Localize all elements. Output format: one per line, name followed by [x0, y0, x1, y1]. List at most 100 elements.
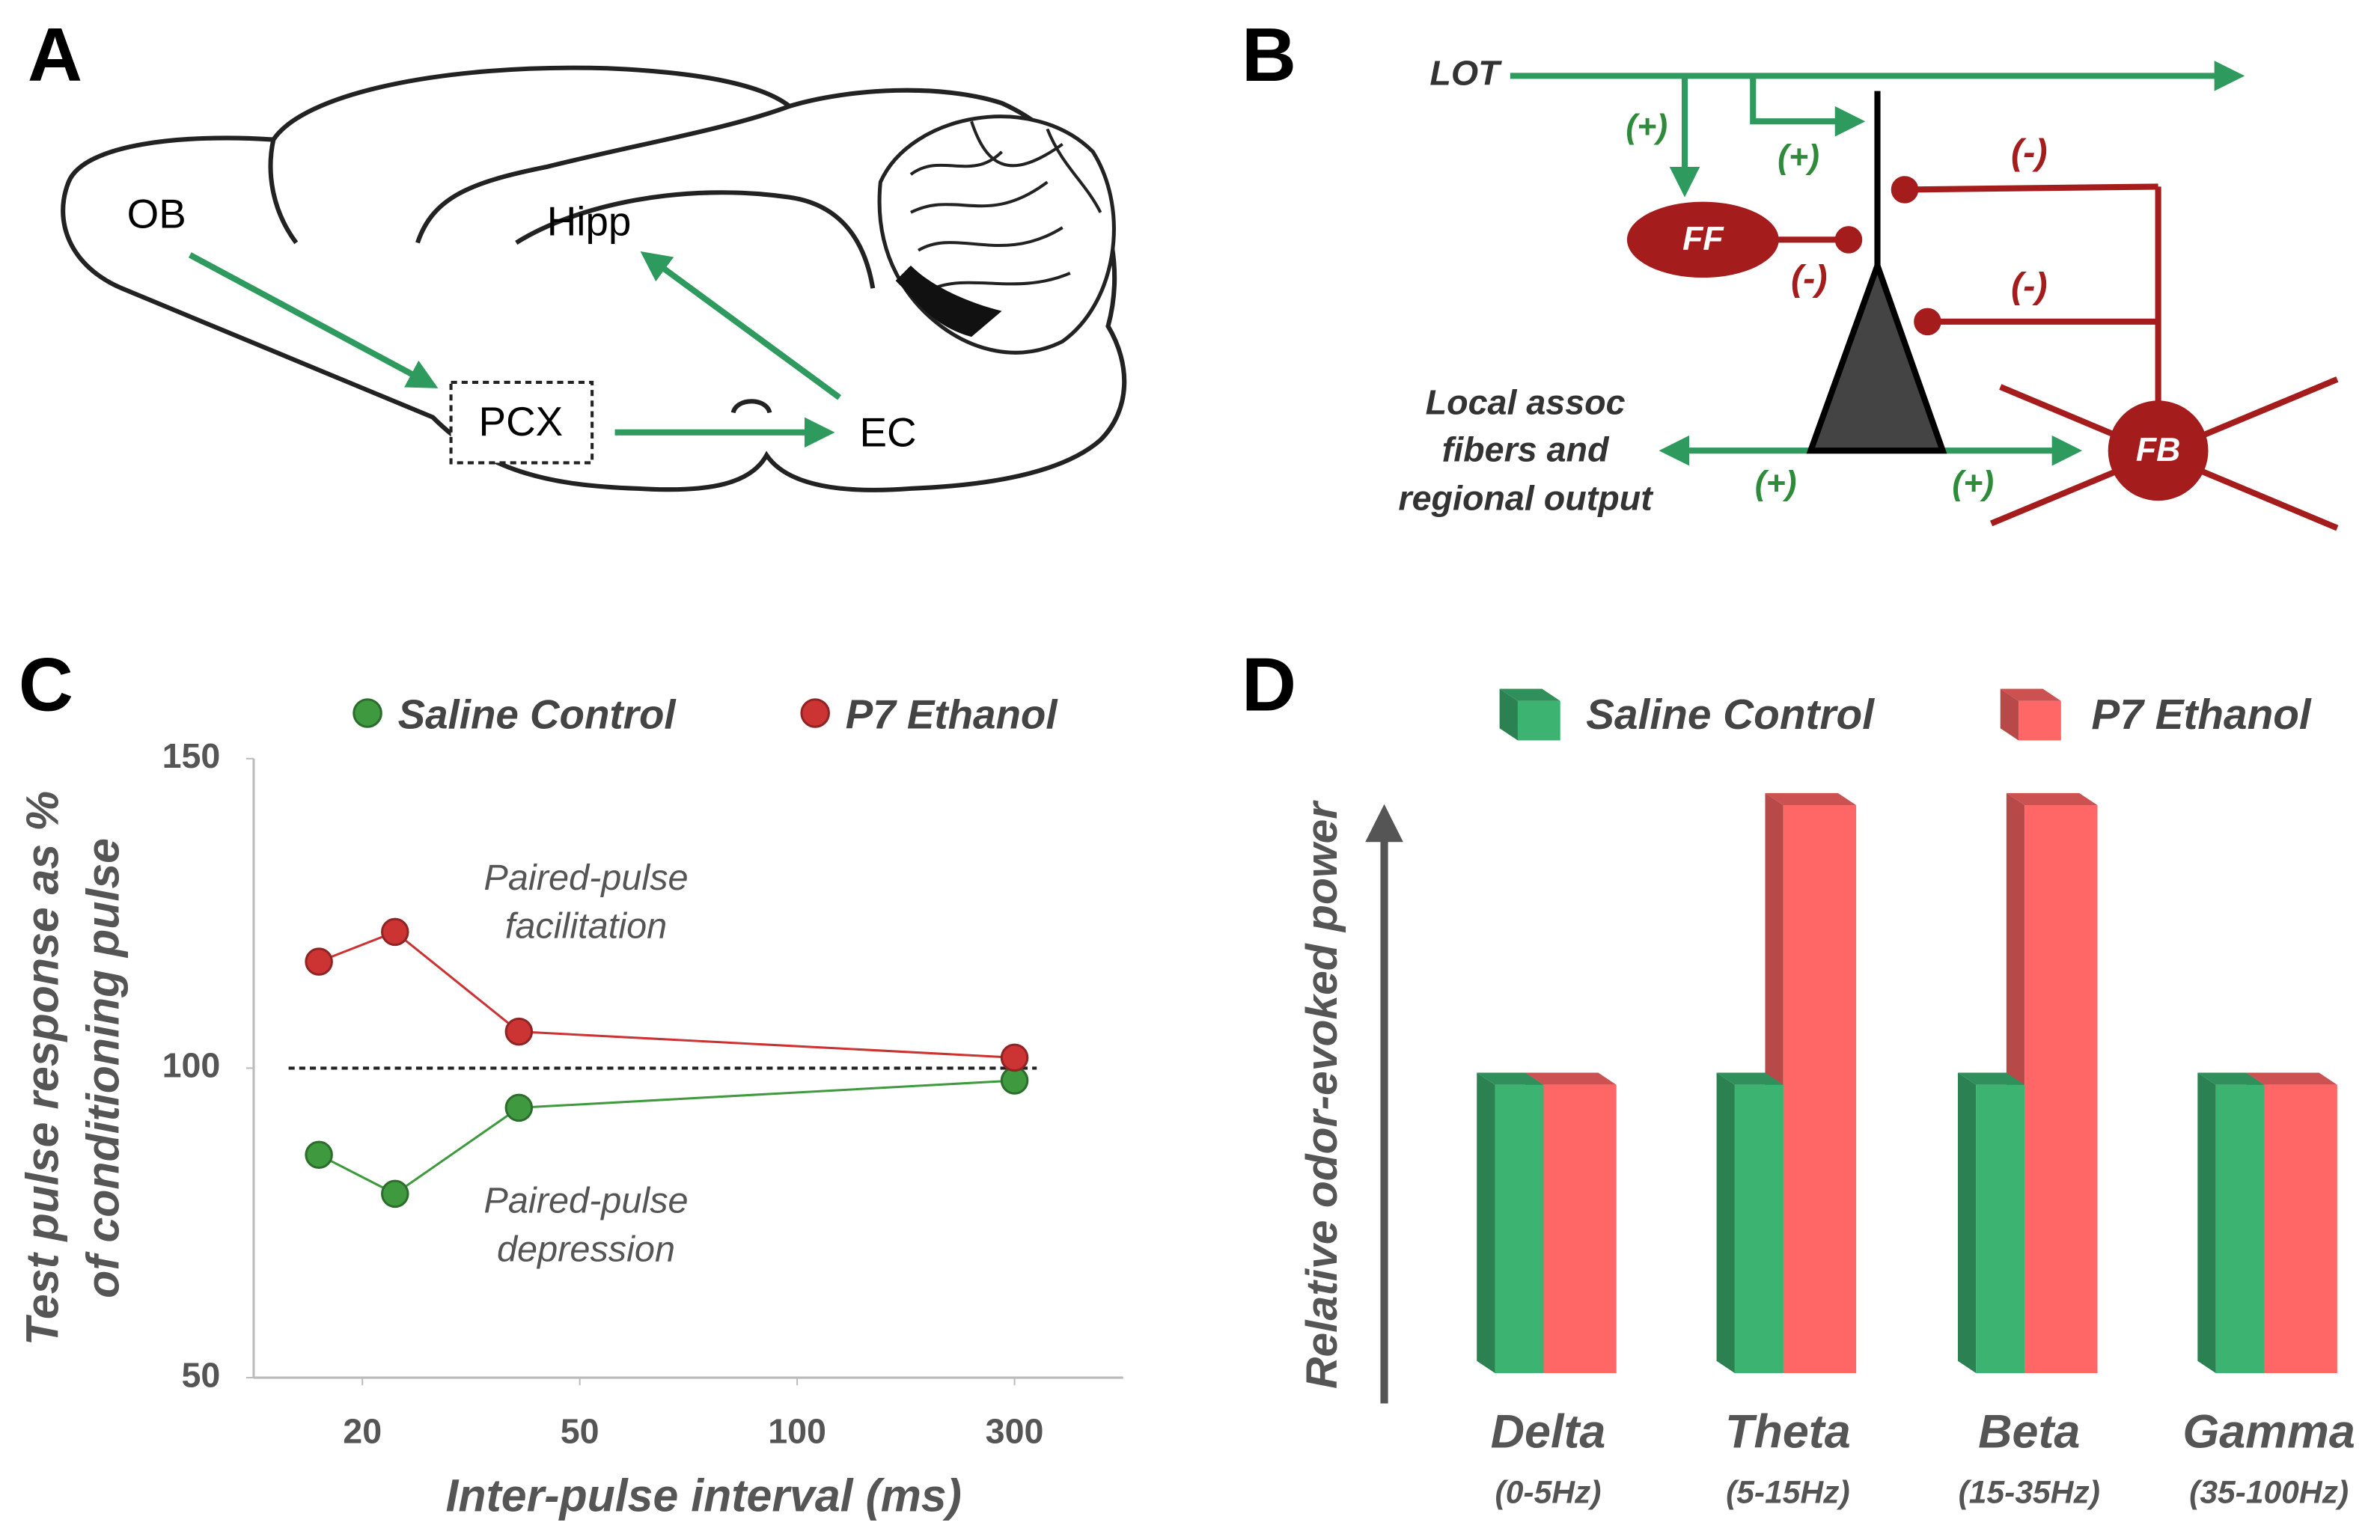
region-label: OB — [127, 190, 186, 236]
x-tick-label: 20 — [343, 1411, 382, 1450]
excitatory-sign: (+) — [1755, 465, 1797, 502]
assoc-label: fibers and — [1442, 430, 1610, 469]
pyramidal-cell — [1806, 256, 1947, 454]
bar — [2264, 1084, 2337, 1373]
ff-label: FF — [1682, 221, 1724, 257]
data-point — [381, 917, 409, 947]
region-label: Hipp — [547, 198, 632, 245]
bar-top — [1957, 1072, 2025, 1085]
panel-label: A — [28, 13, 82, 97]
panel-label: D — [1242, 642, 1296, 727]
legend-label: Saline Control — [398, 691, 677, 738]
bar — [2024, 805, 2098, 1373]
y-tick-label: 50 — [181, 1355, 220, 1394]
inhibitory-sign: (-) — [2011, 266, 2048, 306]
y-axis-title: Relative odor-evoked power — [1298, 800, 1346, 1389]
x-tick-label: 50 — [561, 1411, 599, 1450]
legend-swatch-side — [2000, 688, 2019, 741]
x-tick-label: 100 — [768, 1411, 826, 1450]
pcx-box — [449, 380, 594, 465]
annotation: depression — [497, 1229, 675, 1270]
series-line — [318, 1079, 1015, 1196]
legend-label: P7 Ethanol — [2091, 691, 2312, 739]
x-tick-label: 300 — [986, 1411, 1044, 1450]
fb-label: FB — [2136, 432, 2180, 468]
bar-top — [1477, 1072, 1544, 1085]
fb-axon — [1904, 183, 2158, 193]
annotation: Paired-pulse — [483, 858, 688, 898]
annotation: Paired-pulse — [483, 1181, 688, 1221]
legend-swatch-top — [1499, 688, 1560, 701]
brain-sulcus — [415, 104, 790, 244]
bar-side — [1957, 1072, 1977, 1373]
lot-branch — [1750, 76, 1866, 137]
data-point — [1000, 1043, 1029, 1072]
data-point — [381, 1179, 409, 1209]
ff-cell — [1626, 201, 1779, 278]
category-note: (5-15Hz) — [1726, 1474, 1850, 1510]
category-label: Beta — [1978, 1406, 2080, 1458]
legend-marker — [353, 698, 382, 728]
category-label: Gamma — [2182, 1406, 2355, 1458]
arrow — [640, 251, 842, 400]
pathway-arrows — [188, 251, 842, 448]
x-axis-title: Inter-pulse interval (ms) — [445, 1470, 961, 1521]
arrow — [188, 252, 439, 388]
legend-label: P7 Ethanol — [846, 691, 1059, 738]
data-point — [305, 947, 333, 976]
legend-swatch-side — [1499, 688, 1518, 741]
category-label: Delta — [1491, 1406, 1606, 1458]
synapse — [1834, 226, 1863, 254]
legend-swatch — [2019, 700, 2061, 741]
y-tick-label: 150 — [162, 736, 221, 775]
inhibitory-sign: (-) — [1791, 258, 1828, 299]
category-label: Theta — [1725, 1406, 1851, 1458]
assoc-label: Local assoc — [1426, 383, 1626, 422]
lot-label: LOT — [1429, 54, 1502, 93]
region-label: EC — [859, 409, 916, 455]
bar — [1543, 1084, 1617, 1373]
brain-sulcus — [730, 399, 772, 414]
series-line — [318, 930, 1015, 1059]
category-note: (35-100Hz) — [2189, 1474, 2349, 1510]
panel-label: B — [1242, 13, 1296, 97]
legend-marker — [800, 698, 830, 728]
brain-outline — [61, 65, 1127, 492]
excitatory-sign: (+) — [1626, 109, 1667, 145]
legend-label: Saline Control — [1586, 691, 1875, 739]
brain-diagram — [61, 65, 1127, 492]
brainstem-dark — [895, 265, 1002, 337]
annotation: facilitation — [505, 906, 667, 947]
bar-side — [2197, 1072, 2216, 1373]
y-axis-title: Test pulse response as % — [16, 791, 67, 1345]
bar — [1976, 1084, 2025, 1373]
brain-sulcus — [515, 190, 876, 289]
cerebellum-folia — [909, 120, 1102, 290]
data-point — [504, 1017, 534, 1046]
bar — [1783, 805, 1857, 1373]
y-axis-title: of conditioning pulse — [77, 838, 128, 1298]
bar-side — [1477, 1072, 1495, 1373]
bar-top — [2006, 792, 2098, 806]
synapse — [1914, 308, 1941, 336]
circuit-diagram: LOT FF FB (+) (+) (+) (+) (-) (-) (-) Lo… — [1398, 54, 2339, 531]
bar-side — [1716, 1072, 1735, 1373]
brain-sulcus — [268, 138, 299, 245]
inhibitory-sign: (-) — [2011, 132, 2048, 173]
data-point — [305, 1140, 333, 1169]
bar-top — [1765, 792, 1857, 806]
assoc-label: regional output — [1398, 478, 1654, 517]
bar-top — [2246, 1072, 2337, 1085]
bar — [2215, 1084, 2265, 1373]
bar — [1495, 1084, 1544, 1373]
bar-top — [2197, 1072, 2265, 1085]
excitatory-sign: (+) — [1952, 465, 1994, 502]
fb-cell — [2108, 400, 2209, 501]
category-note: (15-35Hz) — [1959, 1474, 2100, 1510]
synapse — [1891, 176, 1919, 204]
panel-label: C — [19, 642, 73, 727]
region-label: PCX — [479, 398, 564, 444]
category-note: (0-5Hz) — [1495, 1474, 1602, 1510]
y-tick-label: 100 — [162, 1046, 221, 1085]
